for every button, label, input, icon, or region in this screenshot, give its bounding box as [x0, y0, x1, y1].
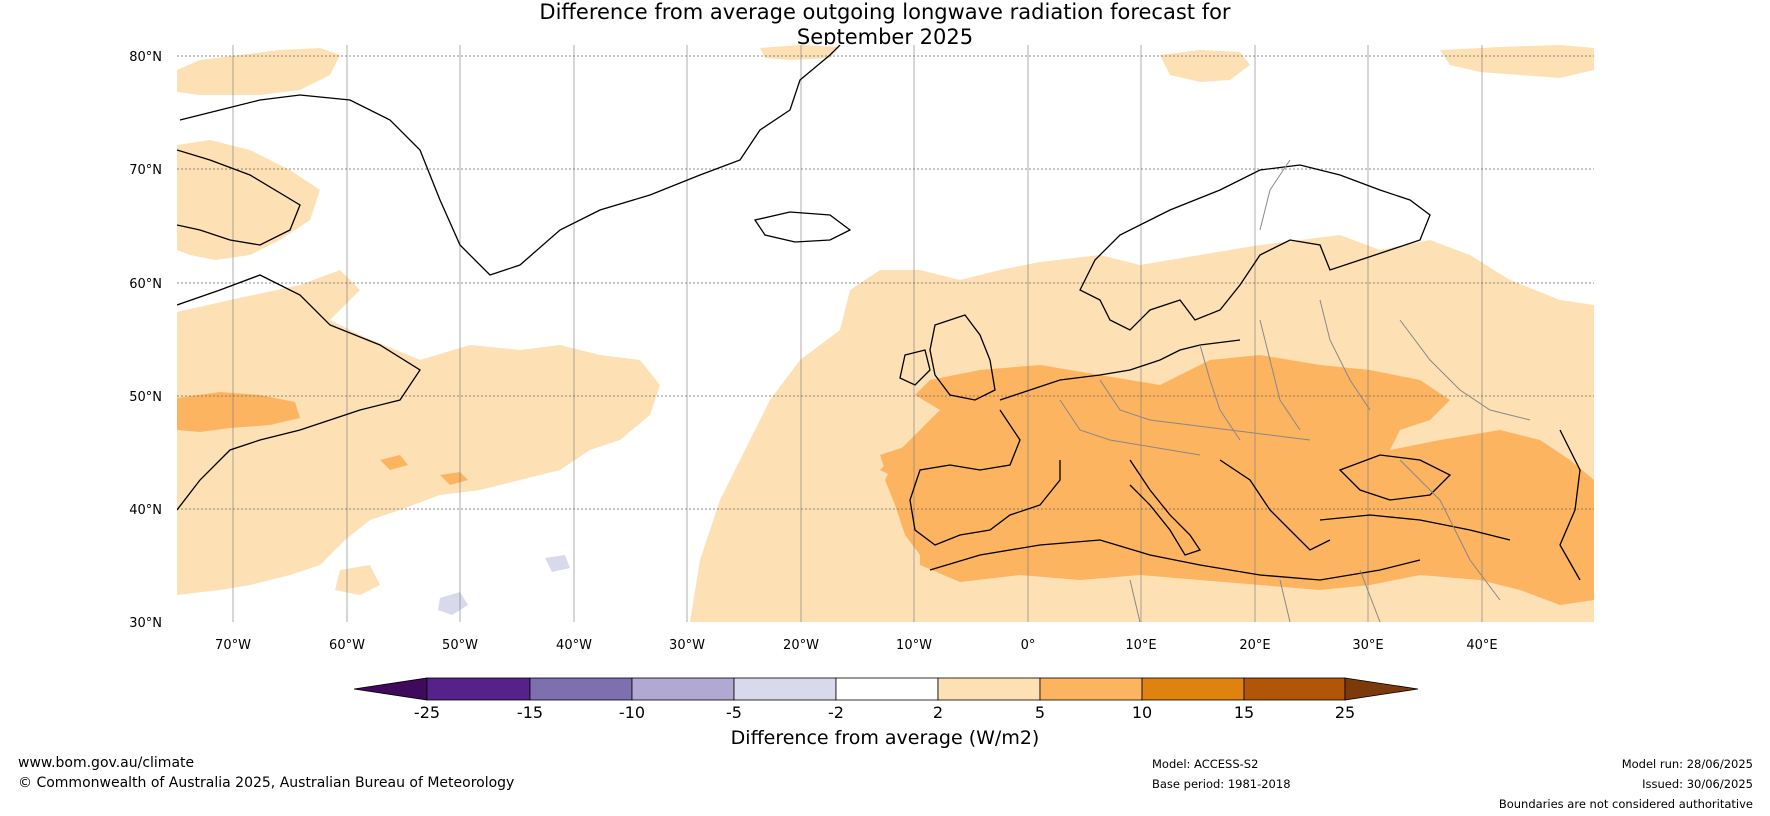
longitude-labels: 70°W 60°W 50°W 40°W 30°W 20°W 10°W 0° 10… [215, 638, 1498, 653]
model-text: Model: ACCESS-S2 [1152, 757, 1259, 771]
coast-iceland [753, 211, 852, 243]
coast-italy [1129, 459, 1202, 556]
coastlines [177, 45, 1581, 581]
anomaly-region-st-lawrence [177, 392, 300, 432]
coast-ireland [899, 349, 931, 386]
colorbar-tick: 25 [1335, 703, 1355, 722]
colorbar-tick: 2 [933, 703, 943, 722]
lon-label: 10°W [896, 638, 932, 653]
lat-label: 70°N [129, 163, 162, 178]
lon-label: 60°W [329, 638, 365, 653]
colorbar-swatch [835, 677, 939, 701]
anomaly-region-greenland-sea [760, 45, 840, 60]
colorbar-tick: -10 [619, 703, 645, 722]
lon-label: 50°W [442, 638, 478, 653]
colorbar-swatch [631, 677, 735, 701]
coast-europe-west [999, 339, 1241, 401]
copyright-text: © Commonwealth of Australia 2025, Austra… [18, 775, 515, 791]
colorbar-swatch [529, 677, 633, 701]
colorbar-tick: 10 [1132, 703, 1152, 722]
coast-black-sea [1338, 454, 1452, 501]
coast-greenland [299, 45, 841, 276]
coast-iberia [909, 409, 1061, 546]
anomaly-region-europe-core [880, 355, 1594, 605]
colorbar-tick: -15 [517, 703, 543, 722]
colorbar-swatch [937, 677, 1041, 701]
lon-label: 20°W [783, 638, 819, 653]
colorbar-swatch [733, 677, 837, 701]
colorbar-swatch [1039, 677, 1143, 701]
coast-greenland-west [179, 94, 301, 121]
base-period-text: Base period: 1981-2018 [1152, 777, 1291, 791]
anomaly-region-svalbard [1160, 50, 1250, 82]
colorbar-tick: -2 [828, 703, 844, 722]
colorbar-swatch [426, 677, 531, 701]
lat-label: 30°N [129, 616, 162, 631]
lon-label: 0° [1021, 638, 1036, 653]
anomaly-region-greenland-east [177, 48, 340, 95]
coast-scandinavia [1079, 164, 1431, 331]
lon-label: 10°E [1125, 638, 1156, 653]
anomaly-fields [177, 45, 1594, 622]
coast-labrador [177, 274, 421, 511]
colorbar-swatch [1344, 677, 1419, 701]
colorbar-tick: 5 [1035, 703, 1045, 722]
coast-caspian-east [1559, 429, 1581, 581]
lon-label: 40°W [556, 638, 592, 653]
anomaly-region-south-atlantic-patch [335, 565, 380, 595]
lon-label: 30°W [669, 638, 705, 653]
lon-label: 70°W [215, 638, 251, 653]
colorbar-tick: 15 [1234, 703, 1254, 722]
anomaly-region-negative-b [438, 592, 468, 615]
model-run-text: Model run: 28/06/2025 [1621, 757, 1753, 771]
anomaly-region-labrador [177, 140, 320, 260]
colorbar-swatch [353, 677, 428, 701]
national-borders [1059, 159, 1531, 622]
parallels [177, 55, 1594, 510]
lat-label: 60°N [129, 277, 162, 292]
site-link[interactable]: www.bom.gov.au/climate [18, 755, 195, 771]
anomaly-region-negative-a [545, 555, 570, 572]
coast-mediterranean-south [929, 539, 1421, 581]
colorbar-label: Difference from average (W/m2) [730, 727, 1040, 749]
title-line-1: Difference from average outgoing longwav… [539, 0, 1231, 24]
anomaly-region-iberia [885, 445, 990, 555]
lon-label: 40°E [1466, 638, 1497, 653]
colorbar-swatch [1141, 677, 1245, 701]
latitude-labels: 80°N 70°N 60°N 50°N 40°N 30°N [129, 50, 162, 631]
coast-britain [929, 314, 996, 401]
map-title: Difference from average outgoing longwav… [0, 0, 1770, 50]
coast-balkans [1219, 459, 1331, 551]
anomaly-region-small-a [380, 455, 408, 470]
colorbar-ticks: -25 -15 -10 -5 -2 2 5 10 15 25 [414, 703, 1355, 722]
disclaimer-text: Boundaries are not considered authoritat… [1498, 797, 1753, 811]
colorbar-tick: -25 [414, 703, 440, 722]
lat-label: 40°N [129, 503, 162, 518]
coast-baffin [177, 149, 301, 246]
colorbar-swatch [1243, 677, 1346, 701]
lon-label: 20°E [1239, 638, 1270, 653]
anomaly-region-small-b [440, 472, 468, 485]
colorbar-tick: -5 [726, 703, 742, 722]
lat-label: 50°N [129, 390, 162, 405]
colorbar [353, 677, 1419, 701]
coast-turkey [1319, 514, 1511, 541]
anomaly-region-arctic-north [1440, 45, 1594, 78]
issued-text: Issued: 30/06/2025 [1642, 777, 1753, 791]
meridians [232, 45, 1483, 622]
anomaly-region-west-atlantic [177, 270, 660, 595]
lat-label: 80°N [129, 50, 162, 65]
lon-label: 30°E [1352, 638, 1383, 653]
